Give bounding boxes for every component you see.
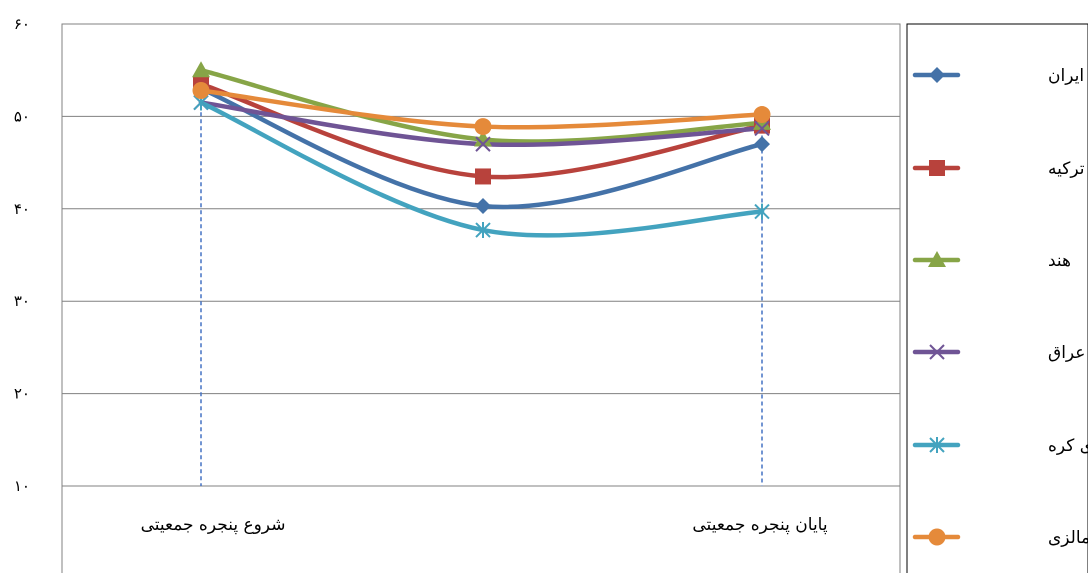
legend-item: هند [912,251,1071,271]
data-point-marker [475,136,491,152]
legend-items: ایران ترکیه هند عراق جمهوری کره مالزی [912,66,1088,548]
legend-item: عراق [912,343,1085,363]
data-point-marker [474,130,492,147]
y-axis-tick-labels: ۱۰ ۲۰ ۳۰ ۴۰ ۵۰ ۶۰ [14,15,30,495]
plot-area [61,23,901,573]
legend-label: ترکیه [1048,159,1085,179]
x-axis-category-labels: شروع پنجره جمعیتی پایان پنجره جمعیتی [141,515,828,535]
y-tick-label: ۳۰ [14,292,30,310]
legend: ایران ترکیه هند عراق جمهوری کره مالزی [906,23,1088,573]
legend-frame [906,23,1088,573]
legend-label: هند [1048,251,1071,271]
legend-label: جمهوری کره [1048,436,1088,456]
data-point-marker [475,222,491,239]
drop-lines [200,70,763,486]
data-point-marker [754,203,770,220]
legend-swatch-marker [929,437,945,453]
series-markers [192,61,771,239]
legend-swatch-marker [929,344,945,360]
legend-item: ترکیه [912,159,1085,179]
y-tick-label: ۲۰ [14,385,30,403]
data-point-marker [754,136,770,153]
data-point-marker [753,106,771,124]
legend-item: جمهوری کره [912,436,1088,456]
y-tick-label: ۴۰ [14,200,30,218]
x-category-label: پایان پنجره جمعیتی [692,515,827,535]
data-point-marker [475,168,491,185]
legend-swatch-marker [929,160,945,176]
data-point-marker [474,118,492,136]
data-point-marker [754,120,770,137]
legend-item: مالزی [912,528,1088,548]
data-point-marker [192,61,210,78]
legend-label: ایران [1048,66,1084,86]
legend-swatch-marker [928,251,946,267]
legend-label: عراق [1048,343,1085,363]
legend-item: ایران [912,66,1084,86]
legend-swatch-marker [928,528,946,546]
legend-label: مالزی [1048,528,1088,548]
legend-swatch-marker [929,67,945,83]
data-point-marker [475,198,491,215]
x-category-label: شروع پنجره جمعیتی [141,515,286,535]
y-tick-label: ۵۰ [14,107,30,125]
plot-frame [61,23,901,573]
y-tick-label: ۱۰ [14,477,30,495]
data-point-marker [192,82,210,100]
y-tick-label: ۶۰ [14,15,30,33]
